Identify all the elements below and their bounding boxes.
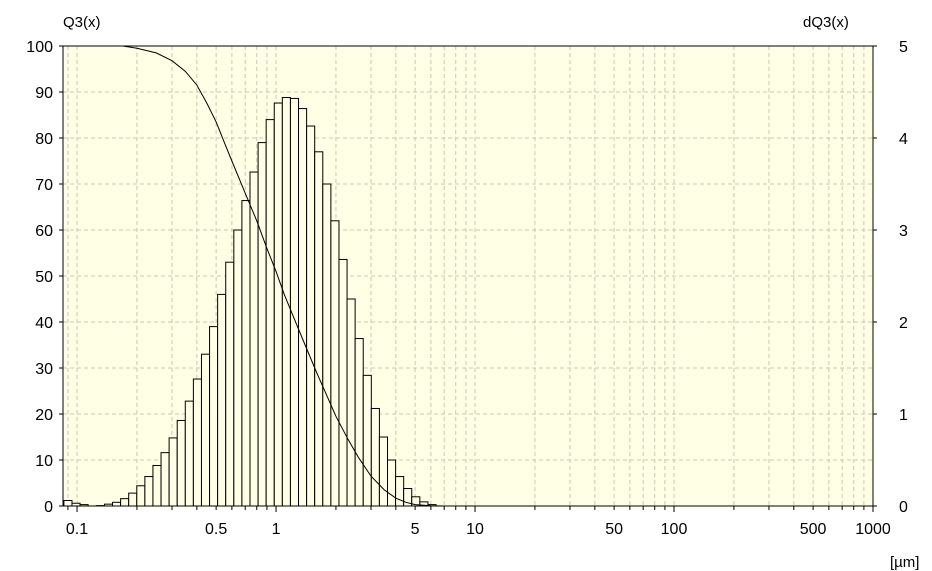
histogram-bar: [257, 142, 267, 507]
y-left-tick-label: 30: [35, 361, 53, 378]
histogram-bar: [322, 183, 332, 507]
histogram-bar: [362, 374, 372, 507]
histogram-bar: [192, 378, 202, 507]
histogram-bar: [120, 498, 130, 507]
histogram-bar: [176, 419, 186, 507]
histogram-bar: [225, 261, 235, 507]
histogram-bar: [128, 492, 138, 507]
histogram-bar: [338, 258, 348, 507]
histogram-bar: [289, 97, 300, 507]
histogram-bar: [217, 293, 227, 507]
histogram-bar: [330, 220, 340, 507]
histogram-bar: [136, 485, 146, 507]
y-left-tick-label: 50: [35, 269, 53, 286]
histogram-bar: [209, 326, 219, 507]
histogram-bar: [160, 452, 170, 507]
histogram-bar: [346, 298, 356, 507]
histogram-bar: [306, 125, 316, 507]
histogram-bar: [387, 459, 397, 507]
x-tick-label: 1: [272, 521, 281, 538]
y-right-tick-label: 2: [899, 315, 908, 332]
histogram-bar: [152, 465, 162, 507]
histogram-bars: [63, 97, 437, 507]
y-right-tick-label: 3: [899, 223, 908, 240]
histogram-bar: [241, 200, 251, 507]
y-right-tick-label: 0: [899, 499, 908, 516]
y-left-axis-title: Q3(x): [63, 14, 101, 31]
y-right-tick-label: 5: [899, 39, 908, 56]
y-right-axis-title: dQ3(x): [803, 14, 849, 31]
x-tick-label: 500: [800, 521, 827, 538]
histogram-bar: [144, 476, 154, 507]
histogram-bar: [184, 400, 194, 507]
histogram-bar: [63, 499, 73, 507]
x-tick-label: 50: [605, 521, 623, 538]
y-left-tick-label: 90: [35, 85, 53, 102]
histogram-bar: [378, 436, 389, 507]
x-tick-label: 5: [411, 521, 420, 538]
histogram-bar: [354, 338, 364, 507]
y-left-tick-label: 70: [35, 177, 53, 194]
x-tick-label: 0.5: [205, 521, 227, 538]
y-left-tick-label: 40: [35, 315, 53, 332]
y-left-tick-label: 100: [26, 39, 53, 56]
histogram-bar: [273, 102, 283, 507]
x-tick-label: 0.1: [66, 521, 88, 538]
y-right-tick-label: 1: [899, 407, 908, 424]
histogram-bar: [168, 437, 178, 507]
y-left-tick-label: 20: [35, 407, 53, 424]
histogram-bar: [395, 476, 405, 507]
x-tick-label: 100: [661, 521, 688, 538]
histogram-bar: [298, 108, 308, 507]
histogram-bar: [200, 353, 211, 507]
x-tick-label: 1000: [855, 521, 891, 538]
histogram-bar: [112, 501, 122, 507]
cumulative-curve: [67, 45, 445, 507]
x-tick-label: 10: [466, 521, 484, 538]
histogram-bar: [265, 119, 275, 507]
y-right-tick-label: 4: [899, 131, 908, 148]
x-axis-unit: [µm]: [890, 554, 919, 571]
histogram-bar: [281, 97, 291, 507]
y-left-tick-label: 60: [35, 223, 53, 240]
y-left-tick-label: 0: [44, 499, 53, 516]
histogram-bar: [233, 229, 243, 507]
histogram-bar: [370, 407, 380, 507]
y-left-tick-label: 80: [35, 131, 53, 148]
y-left-tick-label: 10: [35, 453, 53, 470]
histogram-bar: [314, 151, 324, 507]
